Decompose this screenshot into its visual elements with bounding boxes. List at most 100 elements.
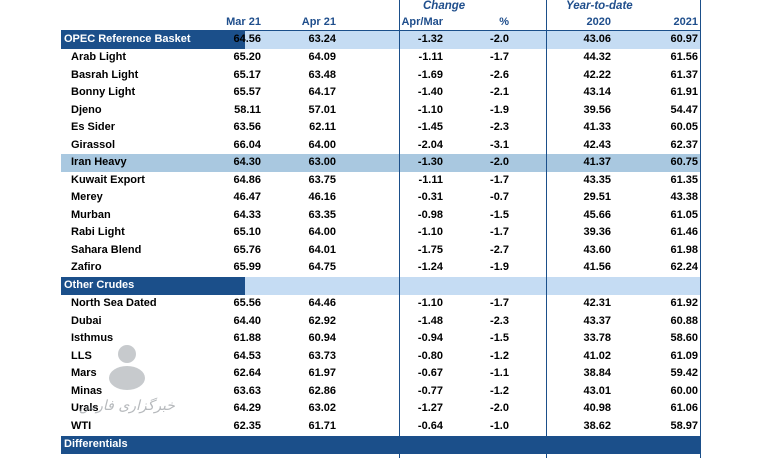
column-separator	[700, 0, 701, 458]
value-apr21: 64.17	[308, 86, 336, 98]
crude-name: North Sea Dated	[71, 297, 157, 309]
value-change: ‑1.40	[417, 86, 443, 98]
basket-change: ‑1.32	[417, 33, 443, 45]
value-change: ‑1.30	[417, 156, 443, 168]
table-row: Bonny Light 65.57 64.17 ‑1.40 ‑2.1 43.14 61.91	[61, 84, 701, 102]
crude-name: Murban	[71, 208, 111, 221]
table-row: Basrah Light 65.17 63.48 ‑1.69 ‑2.6 42.22 61.3…	[61, 67, 701, 85]
value-2021: 61.98	[670, 243, 698, 256]
value-apr21: 64.01	[308, 243, 336, 256]
value-pct: ‑1.5	[490, 208, 509, 221]
col-apr21: Apr 21	[301, 16, 336, 28]
table-row: Dubai 64.40 62.92 ‑1.48 ‑2.3 43.37 60.88	[61, 313, 701, 331]
value-2021: 60.75	[670, 156, 698, 168]
table-row: Merey 46.47 46.16 ‑0.31 ‑0.7 29.51 43.38	[61, 189, 701, 207]
col-pct: %	[499, 16, 509, 28]
value-2020: 43.35	[583, 173, 611, 186]
value-2021: 43.38	[670, 191, 698, 203]
crude-name: Urals	[71, 402, 99, 414]
change-header: Change	[423, 0, 466, 12]
value-pct: ‑1.9	[490, 103, 509, 116]
value-apr21: 61.71	[308, 419, 336, 432]
crude-name: Merey	[71, 191, 103, 203]
basket-apr21: 63.24	[308, 33, 336, 45]
value-change: ‑1.10	[417, 103, 443, 116]
value-2020: 40.98	[583, 402, 611, 414]
other-section-label: Other Crudes	[61, 277, 245, 295]
basket-2020: 43.06	[583, 33, 611, 45]
table-row: Djeno 58.11 57.01 ‑1.10 ‑1.9 39.56 54.47	[61, 102, 701, 120]
value-apr21: 57.01	[308, 103, 336, 116]
value-change: ‑0.80	[417, 349, 443, 362]
crude-name: Bonny Light	[71, 86, 136, 98]
table-row: Arab Light 65.20 64.09 ‑1.11 ‑1.7 44.32 61.56	[61, 49, 701, 67]
value-pct: ‑1.7	[490, 226, 509, 238]
value-mar21: 65.76	[233, 243, 261, 256]
value-mar21: 62.64	[233, 367, 261, 379]
value-apr21: 62.92	[308, 314, 336, 327]
value-mar21: 64.33	[233, 208, 261, 221]
value-2020: 39.56	[583, 103, 611, 116]
value-mar21: 65.56	[233, 297, 261, 309]
value-pct: ‑2.3	[490, 314, 509, 327]
table-row: Es Sider 63.56 62.11 ‑1.45 ‑2.3 41.33 60.05	[61, 119, 701, 137]
crude-name: Rabi Light	[71, 226, 125, 238]
value-2020: 42.43	[583, 138, 611, 151]
value-change: ‑0.31	[417, 191, 443, 203]
col-2021: 2021	[673, 16, 698, 28]
crude-name: Isthmus	[71, 332, 114, 344]
value-change: ‑0.77	[417, 384, 443, 397]
value-pct: ‑1.2	[490, 349, 509, 362]
table-row: Zafiro 65.99 64.75 ‑1.24 ‑1.9 41.56 62.24	[61, 259, 701, 277]
value-2020: 38.84	[583, 367, 611, 379]
basket-mar21: 64.56	[233, 33, 261, 45]
value-mar21: 58.11	[234, 103, 261, 116]
value-2021: 62.24	[670, 261, 698, 273]
value-apr21: 46.16	[308, 191, 336, 203]
value-change: ‑1.75	[417, 243, 443, 256]
value-2020: 41.33	[583, 121, 611, 133]
value-apr21: 64.00	[308, 138, 336, 151]
value-change: ‑1.48	[417, 314, 443, 327]
value-2021: 61.06	[670, 402, 698, 414]
value-2020: 41.37	[583, 156, 611, 168]
value-change: ‑1.69	[417, 68, 443, 81]
value-2020: 42.31	[583, 297, 611, 309]
value-mar21: 63.56	[233, 121, 261, 133]
value-change: ‑1.45	[417, 121, 443, 133]
value-2021: 61.92	[670, 297, 698, 309]
value-pct: ‑1.9	[490, 261, 509, 273]
value-pct: ‑1.7	[490, 173, 509, 186]
value-apr21: 64.46	[308, 297, 336, 309]
value-2020: 44.32	[583, 51, 611, 63]
value-mar21: 65.99	[233, 261, 261, 273]
value-mar21: 64.53	[233, 349, 261, 362]
crude-name: Iran Heavy	[71, 156, 127, 168]
value-2021: 58.60	[670, 332, 698, 344]
column-separator	[546, 0, 547, 458]
value-pct: ‑2.3	[490, 121, 509, 133]
crude-name: Mars	[71, 367, 97, 379]
value-mar21: 65.57	[233, 86, 261, 98]
value-change: ‑1.10	[417, 297, 443, 309]
value-2020: 39.36	[583, 226, 611, 238]
basket-pct: ‑2.0	[490, 33, 509, 45]
table-row: Iran Heavy 64.30 63.00 ‑1.30 ‑2.0 41.37 60.75	[61, 154, 701, 172]
value-2020: 43.37	[583, 314, 611, 327]
value-mar21: 65.10	[233, 226, 261, 238]
table-row: Murban 64.33 63.35 ‑0.98 ‑1.5 45.66 61.05	[61, 207, 701, 225]
value-pct: ‑2.0	[490, 402, 509, 414]
column-header-row: Mar 21 Apr 21 Apr/Mar % 2020 2021	[61, 14, 701, 30]
value-pct: ‑1.5	[490, 332, 509, 344]
value-apr21: 63.48	[308, 68, 336, 81]
value-mar21: 64.29	[233, 402, 261, 414]
value-pct: ‑2.7	[490, 243, 509, 256]
value-apr21: 62.11	[309, 121, 336, 133]
value-change: ‑0.64	[417, 419, 443, 432]
value-2021: 61.46	[670, 226, 698, 238]
value-apr21: 64.75	[308, 261, 336, 273]
value-pct: ‑1.7	[490, 51, 509, 63]
value-mar21: 64.40	[233, 314, 261, 327]
value-apr21: 60.94	[308, 332, 336, 344]
value-2020: 45.66	[583, 208, 611, 221]
